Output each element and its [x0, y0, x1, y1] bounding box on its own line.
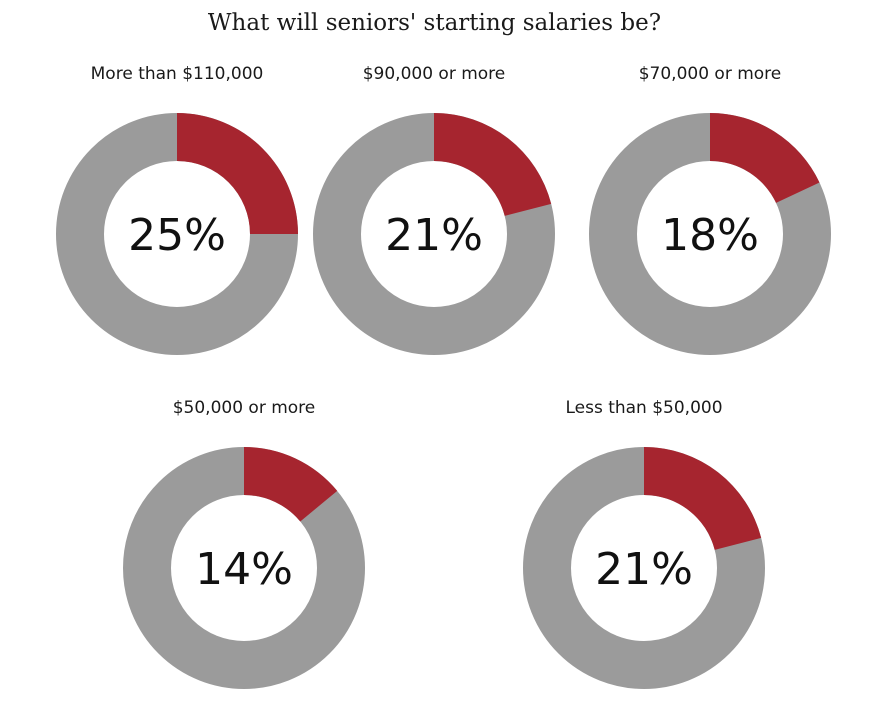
donut-svg: 18%: [589, 113, 831, 355]
donut-label: $50,000 or more: [172, 398, 316, 418]
donut-svg: 25%: [56, 113, 298, 355]
donut-label: More than $110,000: [90, 64, 264, 84]
donut-percent-label: 14%: [195, 544, 293, 595]
donut-highlight-segment: [177, 113, 298, 234]
donut-chart-4: Less than $50,000 21%: [519, 398, 769, 718]
donut-chart-2: $70,000 or more 18%: [585, 64, 835, 384]
donut-percent-label: 25%: [128, 210, 226, 261]
donut-svg: 14%: [123, 447, 365, 689]
donut-percent-label: 18%: [661, 210, 759, 261]
donut-chart-1: $90,000 or more 21%: [309, 64, 559, 384]
donut-label: Less than $50,000: [565, 398, 723, 418]
donut-highlight-segment: [244, 447, 338, 522]
donut-percent-label: 21%: [385, 210, 483, 261]
donut-highlight-segment: [434, 113, 552, 216]
donut-label: $90,000 or more: [362, 64, 506, 84]
donut-label: $70,000 or more: [638, 64, 782, 84]
donut-chart-3: $50,000 or more 14%: [119, 398, 369, 718]
donut-highlight-segment: [710, 113, 820, 203]
donut-chart-0: More than $110,000 25%: [52, 64, 302, 384]
donut-highlight-segment: [644, 447, 762, 550]
chart-title: What will seniors' starting salaries be?: [207, 10, 662, 36]
donut-percent-label: 21%: [595, 544, 693, 595]
donut-svg: 21%: [523, 447, 765, 689]
donut-svg: 21%: [313, 113, 555, 355]
